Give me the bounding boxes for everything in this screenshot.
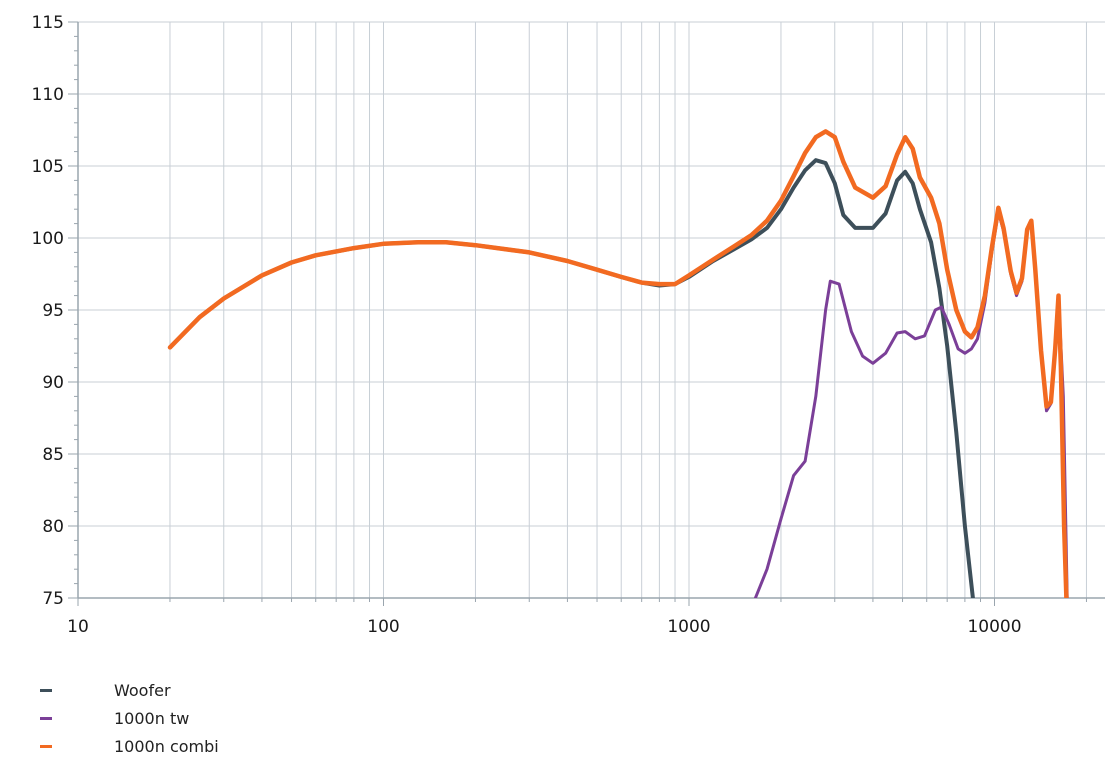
x-tick-label: 10000 (967, 617, 1021, 637)
frequency-response-chart: 75 80 85 90 95 100 105 110 115 10 100 1000 10000 (32, 13, 1105, 637)
legend-swatch-woofer (40, 688, 52, 692)
y-tick-label: 75 (42, 589, 64, 609)
y-tick-label: 100 (32, 229, 64, 249)
series-line-1000n-combi (167, 129, 1069, 598)
y-tick-label: 80 (42, 517, 64, 537)
series-lines (167, 129, 1069, 598)
legend: Woofer 1000n tw 1000n combi (40, 676, 219, 760)
axes (68, 21, 1105, 606)
tick-labels: 75 80 85 90 95 100 105 110 115 10 100 1000 10000 (32, 13, 1022, 637)
x-tick-label: 100 (367, 617, 399, 637)
legend-swatch-1000n-tw (40, 716, 52, 720)
y-tick-label: 95 (42, 301, 64, 321)
legend-item-woofer: Woofer (40, 676, 219, 704)
legend-label-woofer: Woofer (114, 680, 171, 700)
legend-item-1000n-combi: 1000n combi (40, 732, 219, 760)
y-tick-label: 105 (32, 157, 64, 177)
legend-label-1000n-combi: 1000n combi (114, 736, 219, 756)
y-tick-label: 110 (32, 85, 64, 105)
y-tick-label: 115 (32, 13, 64, 33)
x-tick-label: 10 (67, 617, 89, 637)
legend-item-1000n-tw: 1000n tw (40, 704, 219, 732)
series-line-1000n-tw (753, 210, 1069, 598)
series-line-woofer (168, 158, 975, 598)
x-tick-label: 1000 (667, 617, 710, 637)
grid (77, 21, 1105, 599)
legend-swatch-1000n-combi (40, 744, 52, 748)
y-tick-label: 85 (42, 445, 64, 465)
y-tick-label: 90 (42, 373, 64, 393)
legend-label-1000n-tw: 1000n tw (114, 708, 190, 728)
